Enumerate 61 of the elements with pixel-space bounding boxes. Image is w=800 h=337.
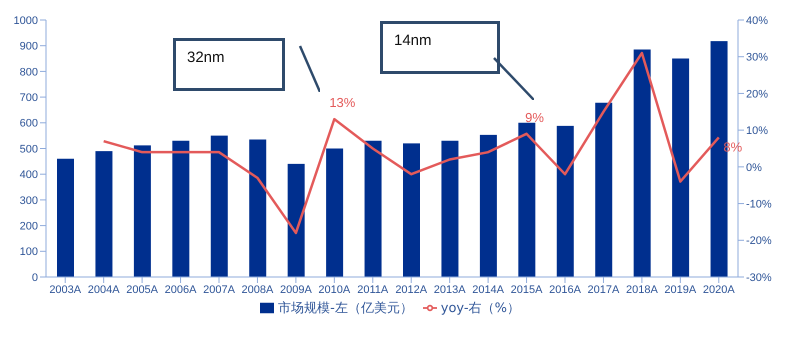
bar	[634, 50, 651, 277]
y-tick-label: 200	[20, 220, 38, 233]
annotation: 14nm	[394, 32, 432, 49]
bar	[57, 158, 74, 277]
y-tick-label: 100	[20, 246, 38, 258]
data-label: 13%	[329, 95, 356, 110]
y-tick-label: 400	[20, 169, 38, 182]
bar	[210, 136, 228, 277]
legend-label: 市场规模-左（亿美元）	[278, 301, 413, 316]
bar	[249, 140, 266, 277]
y2-tick-label: 0%	[746, 162, 762, 174]
x-tick-label: 2004A	[88, 284, 120, 296]
x-tick-label: 2003A	[49, 284, 82, 296]
x-tick-label: 2020A	[702, 284, 736, 296]
bar	[518, 122, 536, 277]
bar	[172, 140, 190, 277]
x-tick-label: 2011A	[357, 284, 389, 296]
x-tick-label: 2010A	[318, 284, 351, 296]
x-tick-label: 2019A	[664, 284, 697, 296]
y-tick-label: 500	[20, 143, 38, 156]
x-tick-label: 2009A	[280, 284, 312, 296]
bar	[364, 140, 382, 277]
bar	[480, 134, 497, 277]
bar	[326, 148, 344, 277]
y2-tick-label: -10%	[746, 198, 772, 210]
y-tick-label: 600	[20, 118, 38, 130]
bar	[95, 151, 112, 277]
x-tick-label: 2007A	[203, 284, 236, 296]
annotation: 32nm	[187, 49, 225, 66]
y2-tick-label: 20%	[746, 88, 768, 100]
y2-tick-label: 30%	[746, 52, 768, 64]
y2-tick-label: 10%	[746, 125, 768, 138]
y2-tick-label: -30%	[746, 272, 772, 284]
data-label: 9%	[525, 110, 544, 125]
x-tick-label: 2013A	[434, 284, 466, 296]
y-tick-label: 1000	[14, 14, 38, 27]
x-tick-label: 2018A	[626, 284, 658, 296]
y-tick-label: 300	[20, 194, 38, 207]
y-tick-label: 0	[32, 272, 38, 284]
bar	[441, 140, 458, 277]
bar	[403, 143, 420, 277]
bar	[556, 126, 574, 277]
bar	[672, 58, 690, 277]
y2-tick-label: -20%	[746, 235, 772, 248]
bar	[595, 102, 612, 277]
y2-tick-label: 40%	[746, 14, 768, 27]
y-tick-label: 900	[20, 40, 38, 53]
bar	[288, 164, 305, 277]
x-tick-label: 2017A	[588, 284, 620, 296]
x-tick-label: 2016A	[549, 284, 582, 296]
y-tick-label: 700	[20, 92, 38, 104]
line-series	[102, 52, 720, 234]
x-tick-label: 2008A	[242, 284, 274, 296]
x-tick-label: 2005A	[126, 284, 159, 296]
y-tick-label: 800	[20, 66, 38, 78]
x-tick-label: 2006A	[164, 284, 198, 296]
legend-label: yoy-右（%）	[440, 301, 520, 316]
x-tick-label: 2014A	[472, 284, 505, 296]
x-tick-label: 2012A	[395, 284, 428, 296]
bar	[134, 145, 151, 277]
x-tick-label: 2015A	[510, 284, 544, 296]
